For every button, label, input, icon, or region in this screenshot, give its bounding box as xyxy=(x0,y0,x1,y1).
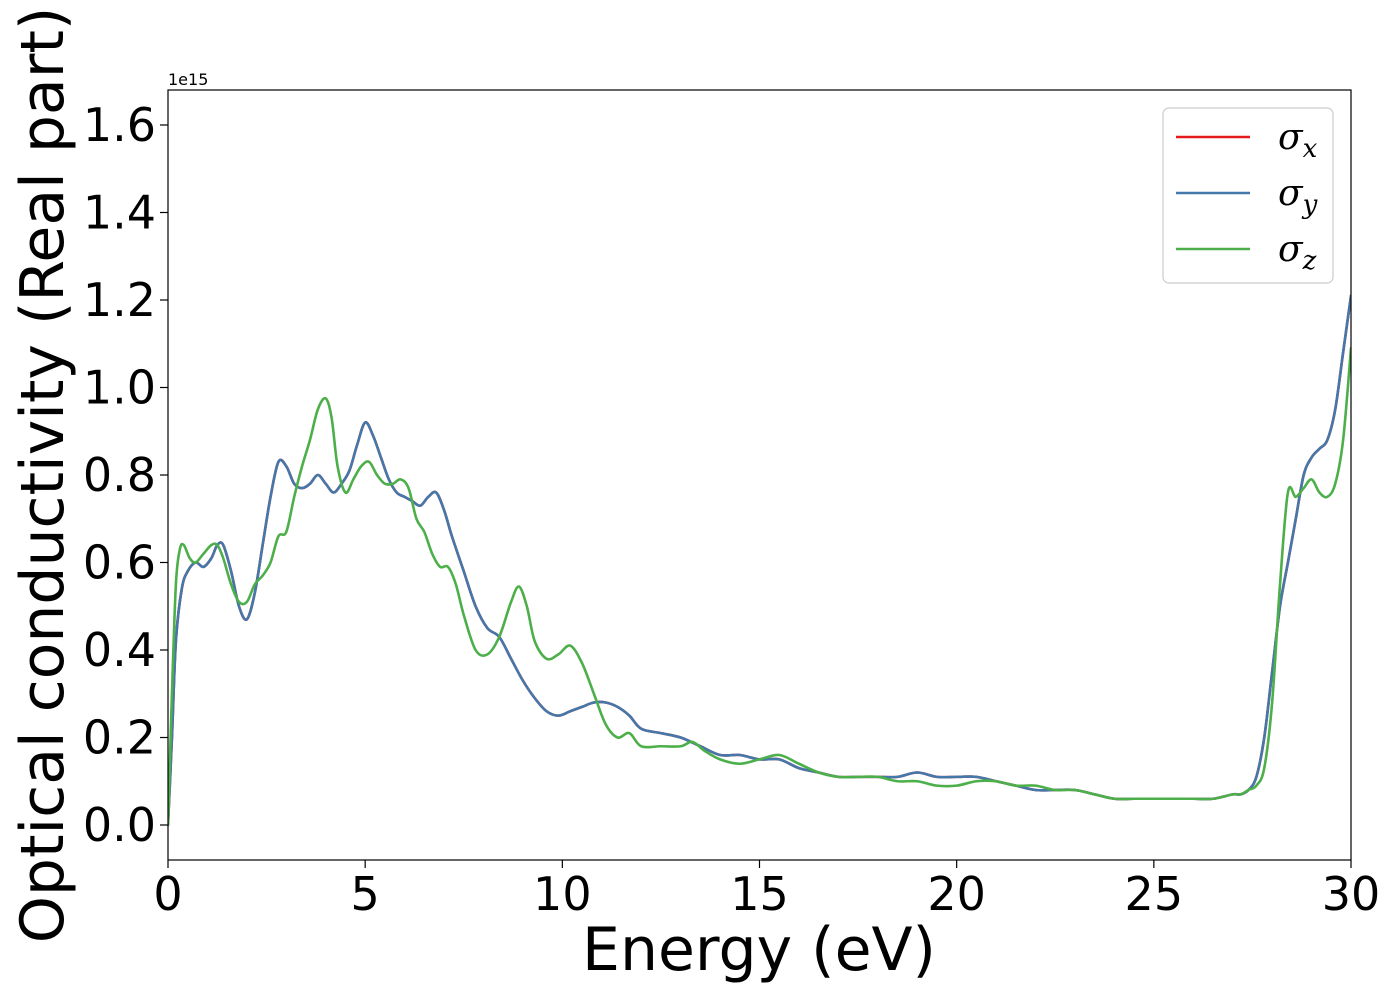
y-tick-label: 1.0 xyxy=(83,361,156,415)
y-tick-label: 0.2 xyxy=(83,711,156,765)
x-tick-label: 15 xyxy=(730,867,789,921)
legend-label-subscript: x xyxy=(1303,134,1318,164)
y-tick-label: 0.8 xyxy=(83,448,156,502)
legend-label-y: σy xyxy=(1278,173,1318,220)
x-tick-label: 5 xyxy=(351,867,380,921)
legend-label-base: σ xyxy=(1278,117,1304,158)
x-axis: 0 5 10 15 20 25 30 xyxy=(153,860,1380,921)
legend-label-subscript: z xyxy=(1302,246,1317,276)
y-offset-text: 1e15 xyxy=(168,70,208,89)
legend-label-z: σz xyxy=(1278,229,1317,276)
series-line-z xyxy=(168,346,1351,827)
x-tick-label: 20 xyxy=(927,867,986,921)
y-axis-label: Optical conductivity (Real part) xyxy=(8,7,78,944)
y-tick-label: 0.0 xyxy=(83,798,156,852)
y-tick-label: 1.2 xyxy=(83,273,156,327)
y-tick-label: 1.6 xyxy=(83,98,156,152)
series-layer xyxy=(168,294,1351,827)
x-tick-label: 10 xyxy=(533,867,592,921)
x-tick-label: 0 xyxy=(153,867,182,921)
x-axis-label: Energy (eV) xyxy=(582,915,936,985)
x-tick-label: 25 xyxy=(1125,867,1184,921)
legend-box xyxy=(1162,107,1334,284)
y-tick-label: 0.4 xyxy=(83,623,156,677)
legend-label-base: σ xyxy=(1278,173,1304,214)
legend-label-subscript: y xyxy=(1302,190,1318,220)
legend-label-x: σx xyxy=(1278,117,1318,164)
y-tick-label: 0.6 xyxy=(83,536,156,590)
x-tick-label: 30 xyxy=(1322,867,1381,921)
y-tick-label: 1.4 xyxy=(83,186,156,240)
y-axis: 0.0 0.2 0.4 0.6 0.8 1.0 1.2 1.4 1.6 xyxy=(83,98,168,852)
legend-label-base: σ xyxy=(1278,229,1304,270)
